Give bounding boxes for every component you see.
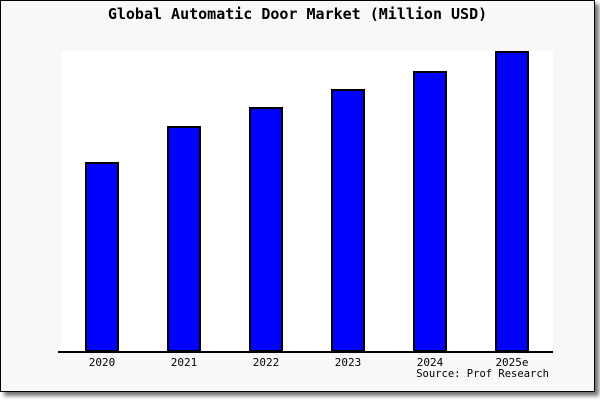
bar-2025e [495,51,529,352]
bar-2022 [249,106,283,352]
x-tick-2024: 2024 [416,356,444,369]
bar-2021 [167,126,201,352]
bar-2024 [413,70,447,352]
x-tick-2023: 2023 [334,356,362,369]
x-axis-line [58,351,553,353]
x-tick-2025e: 2025e [495,356,529,369]
bar-2023 [331,88,365,352]
source-note: Source: Prof Research [416,368,549,380]
x-tick-2020: 2020 [88,356,116,369]
chart-title: Global Automatic Door Market (Million US… [107,5,488,23]
plot-area [61,51,553,352]
bar-2020 [85,162,119,352]
chart-card: Global Automatic Door Market (Million US… [0,0,595,392]
x-tick-2021: 2021 [170,356,198,369]
x-tick-2022: 2022 [252,356,280,369]
